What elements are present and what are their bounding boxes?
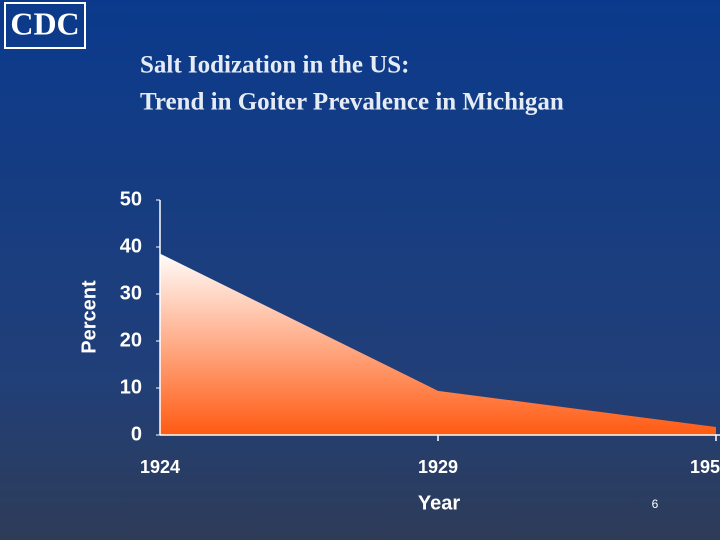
area bbox=[160, 253, 716, 435]
y-tick-label: 10 bbox=[120, 376, 142, 398]
chart-title: Salt Iodization in the US: bbox=[140, 52, 409, 79]
y-tick-label: 20 bbox=[120, 329, 142, 351]
y-tick-label: 40 bbox=[120, 235, 142, 257]
y-tick-label: 50 bbox=[120, 188, 142, 210]
y-tick-label: 0 bbox=[131, 423, 142, 445]
x-tick-label: 195 bbox=[690, 457, 720, 477]
y-axis-label: Percent bbox=[78, 280, 100, 354]
logo: CDC bbox=[10, 5, 79, 41]
y-tick-label: 30 bbox=[120, 282, 142, 304]
x-tick-label: 1924 bbox=[140, 457, 180, 477]
slide-number: 6 bbox=[652, 497, 659, 511]
x-axis-label: Year bbox=[418, 492, 460, 514]
x-tick-label: 1929 bbox=[418, 457, 458, 477]
logo-box bbox=[4, 2, 86, 49]
chart-subtitle: Trend in Goiter Prevalence in Michigan bbox=[140, 89, 564, 116]
